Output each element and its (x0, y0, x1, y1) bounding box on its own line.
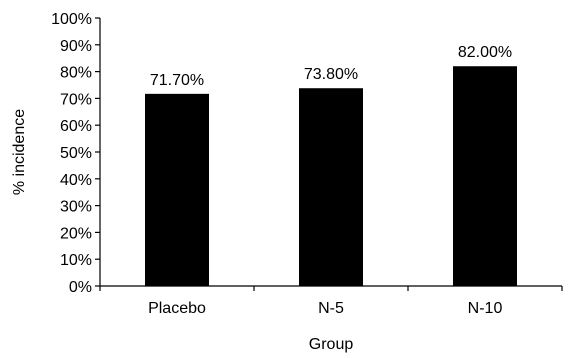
y-tick-label: 100% (51, 11, 92, 28)
y-axis: 0% 10% 20% 30% 40% 50% 60% 70% 80% 90% 100% (51, 11, 101, 296)
x-axis: Placebo N-5 N-10 (99, 285, 563, 317)
bar-n-10 (453, 66, 517, 287)
data-label: 73.80% (304, 66, 358, 83)
bar-n-5 (299, 88, 363, 286)
x-tick-label: N-5 (318, 300, 344, 317)
bars (145, 66, 517, 287)
x-tick-label: Placebo (148, 300, 206, 317)
data-labels: 71.70% 73.80% 82.00% (150, 44, 512, 89)
y-tick-label: 70% (60, 91, 92, 108)
y-tick-label: 60% (60, 118, 92, 135)
data-label: 71.70% (150, 72, 204, 89)
y-tick-label: 0% (69, 279, 92, 296)
y-tick-label: 40% (60, 172, 92, 189)
y-tick-label: 20% (60, 225, 92, 242)
y-axis-title: % incidence (11, 109, 28, 195)
y-tick-label: 30% (60, 199, 92, 216)
data-label: 82.00% (458, 44, 512, 61)
x-tick-label: N-10 (468, 300, 503, 317)
y-tick-label: 90% (60, 38, 92, 55)
y-tick-label: 80% (60, 65, 92, 82)
x-axis-title: Group (309, 336, 354, 353)
bar-placebo (145, 93, 209, 287)
y-tick-label: 50% (60, 145, 92, 162)
y-tick-label: 10% (60, 252, 92, 269)
